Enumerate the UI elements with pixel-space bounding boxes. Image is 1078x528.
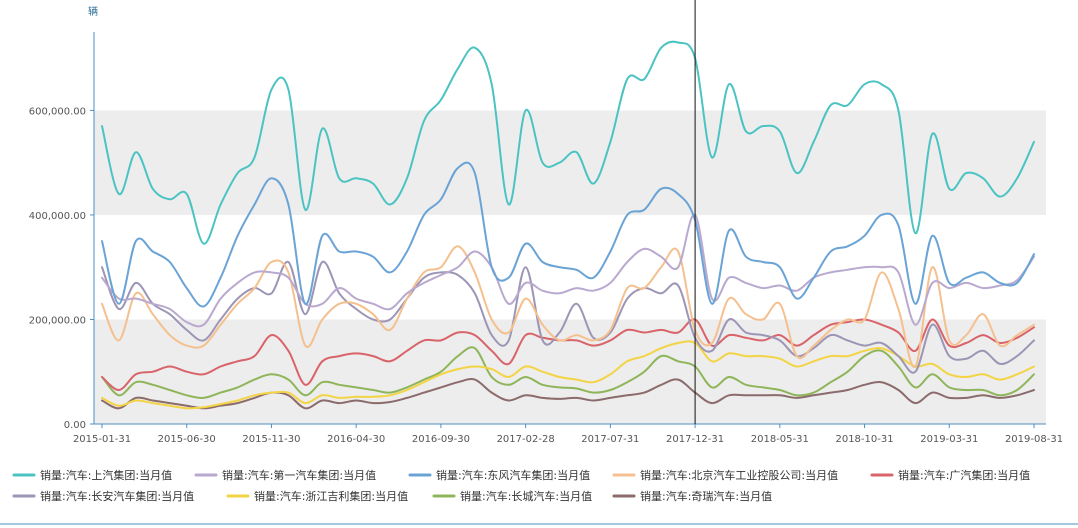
legend-label: 销量:汽车:北京汽车工业控股公司:当月值	[640, 468, 838, 482]
x-tick-label: 2015-06-30	[158, 434, 216, 445]
y-unit-label: 辆	[88, 5, 98, 18]
x-tick-label: 2016-04-30	[327, 434, 385, 445]
x-tick-label: 2017-12-31	[666, 434, 724, 445]
legend-label: 销量:汽车:浙江吉利集团:当月值	[254, 489, 408, 503]
legend-item[interactable]: 销量:汽车:浙江吉利集团:当月值	[226, 489, 408, 503]
axes: 0.00 200,000.00 400,000.00 600,000.00 2015-0…	[29, 32, 1063, 445]
x-tick-label: 2017-07-31	[581, 434, 639, 445]
x-tick-label: 2019-08-31	[1005, 434, 1063, 445]
legend-label: 销量:汽车:上汽集团:当月值	[40, 468, 172, 482]
legend-item[interactable]: 销量:汽车:长安汽车集团:当月值	[12, 489, 194, 503]
grid-band	[94, 110, 1046, 215]
legend-item[interactable]: 销量:汽车:第一汽车集团:当月值	[194, 468, 376, 482]
x-tick-label: 2015-01-31	[73, 434, 131, 445]
series-line-1	[101, 40, 1035, 245]
series-layer	[101, 40, 1035, 410]
y-tick-label: 0.00	[64, 420, 86, 431]
legend-item[interactable]: 销量:汽车:北京汽车工业控股公司:当月值	[612, 468, 838, 482]
grid-bands	[94, 32, 1046, 424]
legend-label: 销量:汽车:长安汽车集团:当月值	[40, 489, 194, 503]
series-line-2	[101, 213, 1035, 328]
legend-item[interactable]: 销量:汽车:长城汽车:当月值	[432, 489, 592, 503]
legend-label: 销量:汽车:第一汽车集团:当月值	[222, 468, 376, 482]
legend-label: 销量:汽车:广汽集团:当月值	[898, 468, 1030, 482]
legend-label: 销量:汽车:奇瑞汽车:当月值	[640, 489, 772, 503]
legend-label: 销量:汽车:长城汽车:当月值	[460, 489, 592, 503]
x-tick-label: 2015-11-30	[242, 434, 300, 445]
y-tick-label: 600,000.00	[29, 106, 86, 117]
legend-item[interactable]: 销量:汽车:奇瑞汽车:当月值	[612, 489, 772, 503]
grid-band	[94, 32, 1046, 111]
legend-item[interactable]: 销量:汽车:东风汽车集团:当月值	[408, 468, 590, 482]
series-line-6	[101, 260, 1035, 374]
x-tick-label: 2019-03-31	[920, 434, 978, 445]
legend-item[interactable]: 销量:汽车:上汽集团:当月值	[12, 468, 172, 482]
legend: 销量:汽车:上汽集团:当月值 销量:汽车:第一汽车集团:当月值 销量:汽车:东风汽车…	[0, 468, 1078, 525]
legend-item[interactable]: 销量:汽车:广汽集团:当月值	[870, 468, 1030, 482]
x-tick-label: 2017-02-28	[497, 434, 555, 445]
y-tick-label: 400,000.00	[29, 211, 86, 222]
series-line-5	[101, 318, 1035, 391]
y-tick-label: 200,000.00	[29, 315, 86, 326]
x-tick-label: 2016-09-30	[412, 434, 470, 445]
series-line-7	[101, 340, 1035, 410]
legend-label: 销量:汽车:东风汽车集团:当月值	[436, 468, 590, 482]
series-line-8	[101, 346, 1035, 399]
x-tick-label: 2018-10-31	[835, 434, 893, 445]
series-line-4	[101, 245, 1035, 368]
series-line-9	[101, 378, 1035, 410]
x-tick-label: 2018-05-31	[751, 434, 809, 445]
series-line-3	[101, 161, 1035, 308]
